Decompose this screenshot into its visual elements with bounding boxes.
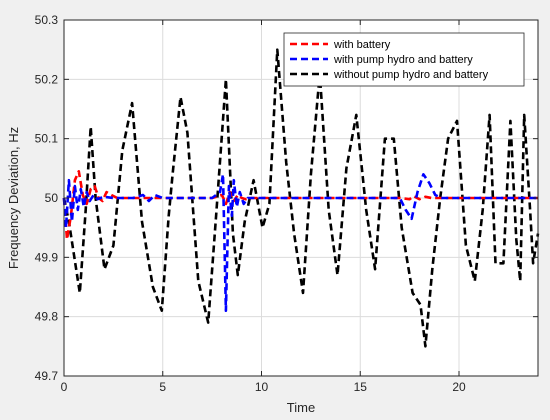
series-line-with-battery xyxy=(62,170,538,241)
x-tick-label: 10 xyxy=(255,380,269,394)
axis-ticks: 49.7 49.8 49.9 50 50.1 50.2 50.3 0 5 10 15 20 xyxy=(35,13,538,394)
y-tick-label: 49.9 xyxy=(35,250,59,264)
x-tick-label: 20 xyxy=(452,380,466,394)
series-line-without-pump-hydro-and-battery xyxy=(62,48,540,348)
y-tick-label: 50.3 xyxy=(35,13,59,27)
x-tick-label: 5 xyxy=(159,380,166,394)
y-axis-label: Frequency Deviation, Hz xyxy=(6,127,21,269)
series-layer xyxy=(62,48,540,348)
y-tick-label: 49.7 xyxy=(35,369,59,383)
legend-label-with-pump-hydro-and-battery: with pump hydro and battery xyxy=(333,54,473,66)
y-tick-label: 50.1 xyxy=(35,132,59,146)
legend-label-without-pump-hydro-and-battery: without pump hydro and battery xyxy=(333,69,489,81)
x-tick-label: 0 xyxy=(61,380,68,394)
legend-label-with-battery: with battery xyxy=(333,39,391,51)
x-axis-label: Time xyxy=(287,400,315,415)
series-line-with-pump-hydro-and-battery xyxy=(62,173,538,313)
y-tick-label: 49.8 xyxy=(35,310,59,324)
y-tick-label: 50.2 xyxy=(35,72,59,86)
legend: with battery with pump hydro and battery w… xyxy=(283,32,525,87)
y-tick-label: 50 xyxy=(45,191,59,205)
x-tick-label: 15 xyxy=(354,380,368,394)
